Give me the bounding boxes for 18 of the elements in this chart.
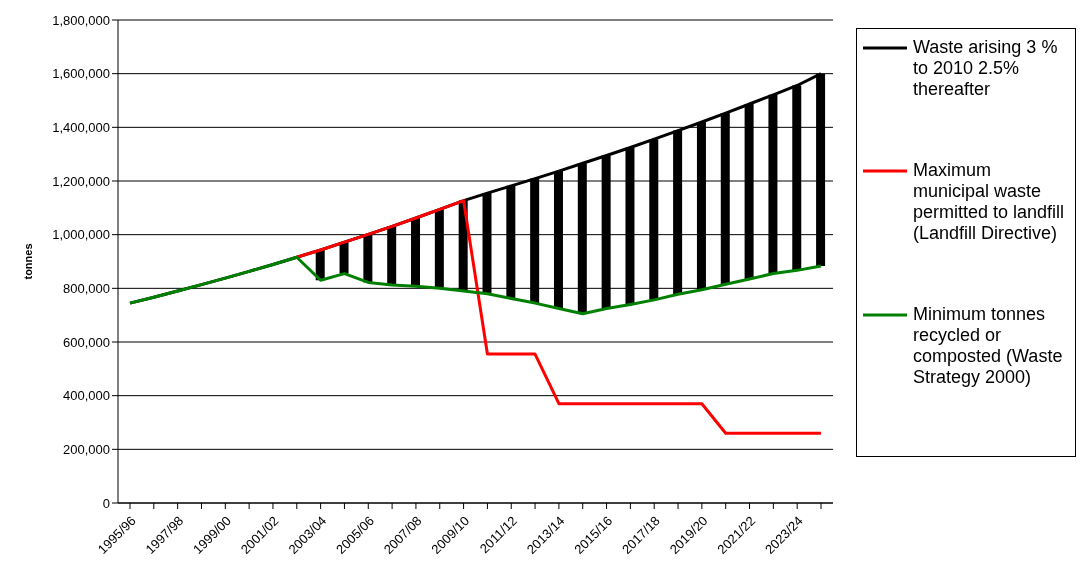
y-tick-label: 600,000 xyxy=(63,334,110,350)
line-series xyxy=(128,255,823,316)
bar xyxy=(339,242,349,274)
y-tick-label: 800,000 xyxy=(63,280,110,296)
y-tick-label: 1,600,000 xyxy=(52,66,110,82)
y-tick-label: 1,200,000 xyxy=(52,173,110,189)
y-axis-title: tonnes xyxy=(21,243,34,280)
legend-label: Waste arising 3 % to 2010 2.5% thereafter xyxy=(913,37,1059,100)
y-tick-label: 200,000 xyxy=(63,441,110,457)
y-tick-label: 1,400,000 xyxy=(52,119,110,135)
legend-label: Maximum municipal waste permitted to landfill (Landfill Directive) xyxy=(913,160,1066,244)
y-tick-label: 400,000 xyxy=(63,388,110,404)
y-tick-label: 0 xyxy=(102,495,110,511)
bar xyxy=(363,234,373,283)
y-tick-label: 1,800,000 xyxy=(52,12,110,28)
y-tick-label: 1,000,000 xyxy=(52,227,110,243)
legend-label: Minimum tonnes recycled or composted (Waste Strategy 2000) xyxy=(913,304,1064,388)
line-series xyxy=(295,199,823,435)
